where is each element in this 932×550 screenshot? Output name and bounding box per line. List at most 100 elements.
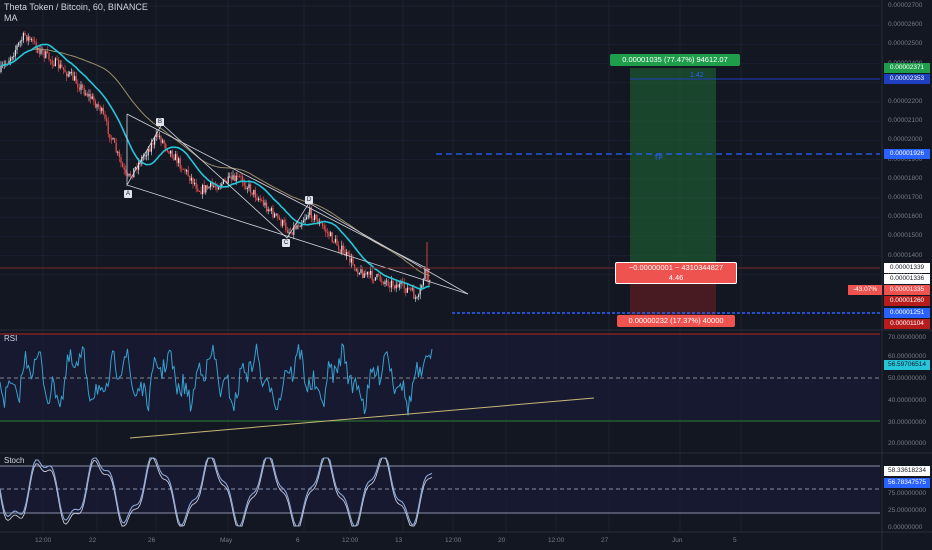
candle-body (349, 253, 351, 263)
candle-body (234, 175, 236, 182)
candle-body (328, 232, 330, 237)
pattern-point-d[interactable]: D (305, 196, 313, 204)
wedge-pattern-drawing[interactable] (126, 113, 469, 295)
candle-body (16, 45, 18, 50)
stoch-value-label-1: 58.33618234 (884, 466, 930, 476)
price-label-target2: 0.00002353 (884, 74, 930, 84)
candle-body (338, 245, 340, 250)
candle-body (262, 200, 264, 206)
candle-body (77, 83, 79, 88)
candle-body (22, 32, 24, 41)
pattern-point-c[interactable]: C (282, 239, 290, 247)
candle-body (362, 269, 364, 278)
candle-body (195, 182, 197, 189)
candle-body (331, 232, 333, 243)
candle-body (378, 274, 380, 275)
candle-body (30, 39, 32, 41)
moving-averages (0, 43, 430, 290)
candle-body (330, 232, 332, 237)
wedge-lower-line (126, 184, 469, 295)
candle-body (379, 274, 381, 281)
candle-body (110, 138, 112, 140)
candle-body (90, 94, 92, 99)
candle-body (224, 179, 226, 182)
candle-body (38, 47, 40, 54)
candle-body (123, 167, 125, 170)
candle-body (235, 175, 237, 182)
candle-body (298, 225, 300, 227)
candle-body (14, 49, 16, 56)
candle-body (206, 185, 208, 189)
price-label-target: 0.00002371 (884, 63, 930, 73)
rsi-title[interactable]: RSI (4, 334, 18, 343)
pattern-point-b[interactable]: B (156, 118, 164, 126)
candle-body (181, 168, 183, 170)
candle-body (392, 280, 394, 287)
candle-body (19, 41, 21, 43)
candle-body (184, 169, 186, 172)
candle-body (11, 57, 13, 59)
candle-body (203, 184, 205, 193)
price-label-3: 0.00001335 (884, 285, 930, 295)
candle-body (198, 191, 200, 192)
profit-label[interactable]: 0.00001035 (77.47%) 94612.07 (610, 54, 740, 66)
candle-body (69, 72, 71, 75)
pattern-point-a[interactable]: A (124, 190, 132, 198)
candle-body (406, 287, 408, 293)
candle-body (51, 60, 53, 65)
time-tick: 12:00 (445, 537, 462, 544)
price-tick: 0.00002000 (888, 136, 923, 144)
candle-body (78, 87, 80, 90)
candle-body (286, 230, 288, 233)
candle-body (34, 41, 36, 43)
stoch-title[interactable]: Stoch (4, 456, 25, 465)
candle-body (347, 252, 349, 254)
loss-label[interactable]: 0.00000232 (17.37%) 40000 (617, 315, 735, 327)
rsi-tick: 20.00000000 (888, 440, 926, 447)
symbol-title[interactable]: Theta Token / Bitcoin, 60, BINANCE (4, 2, 148, 12)
candle-body (154, 137, 156, 145)
candle-body (357, 269, 359, 275)
candle-body (342, 245, 344, 250)
candle-body (120, 157, 122, 164)
price-tick: 0.00001500 (888, 232, 923, 240)
candle-body (307, 215, 309, 218)
time-tick: 22 (89, 537, 97, 544)
candle-body (56, 58, 58, 60)
candle-body (122, 163, 124, 168)
candle-body (221, 183, 223, 187)
candle-body (366, 271, 368, 275)
candle-body (310, 207, 312, 219)
candle-body (144, 155, 146, 157)
candle-body (411, 288, 413, 290)
candle-body (147, 148, 149, 156)
indicator-label-ma[interactable]: MA (4, 13, 18, 23)
candle-body (269, 209, 271, 211)
ma-fast-line (0, 43, 430, 290)
candle-body (150, 143, 152, 152)
candle-body (373, 280, 375, 282)
candle-body (413, 288, 415, 299)
time-tick: 20 (498, 537, 506, 544)
candle-body (176, 153, 178, 163)
price-label-2: 0.00001336 (884, 274, 930, 284)
candle-body (93, 96, 95, 102)
candle-body (98, 104, 100, 107)
candle-body (302, 220, 304, 223)
candle-body (46, 51, 48, 53)
price-tick: 0.00001900 (888, 155, 923, 163)
candle-body (178, 158, 180, 163)
position-tool[interactable] (630, 68, 716, 320)
price-label-4: 0.00001260 (884, 296, 930, 306)
position-mid-label[interactable]: −0.00000001 ~ 4310344827 4.46 (615, 262, 737, 284)
candle-body (227, 176, 229, 184)
candle-body (128, 173, 130, 176)
candle-body (240, 176, 242, 178)
candle-body (304, 219, 306, 221)
candle-body (229, 176, 231, 178)
price-tick: 0.00001700 (888, 194, 923, 201)
candle-body (315, 214, 317, 219)
price-tick: 0.00002200 (888, 98, 923, 105)
